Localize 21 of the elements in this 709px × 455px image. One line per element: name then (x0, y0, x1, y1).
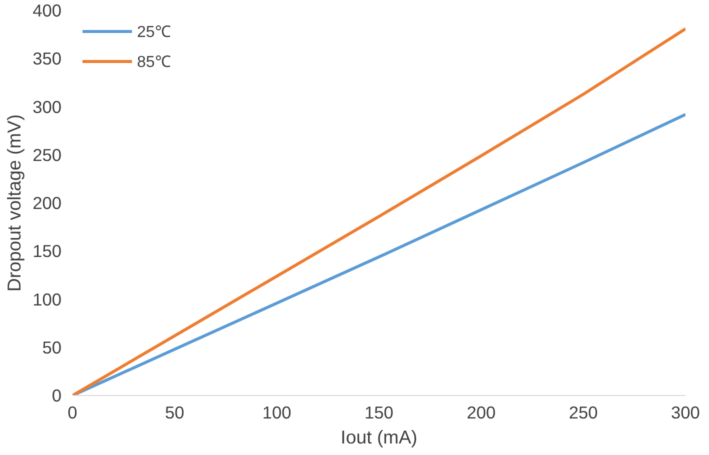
y-tick-label: 350 (32, 48, 62, 69)
x-tick-label: 100 (262, 402, 292, 422)
y-tick-label: 150 (32, 241, 62, 262)
y-axis-title: Dropout voltage (mV) (4, 114, 25, 292)
x-tick-label: 150 (364, 402, 394, 422)
y-tick-label: 100 (32, 289, 62, 310)
legend-label: 25℃ (137, 23, 171, 42)
x-tick-label: 200 (466, 402, 496, 422)
y-tick-label: 250 (32, 144, 62, 165)
y-tick-label: 400 (32, 0, 62, 20)
x-tick-label: 250 (568, 402, 598, 422)
y-tick-label: 300 (32, 96, 62, 117)
y-tick-label: 50 (42, 337, 62, 358)
line-series (72, 27, 686, 396)
x-tick-label: 0 (68, 402, 78, 422)
y-tick-label: 0 (52, 386, 62, 406)
x-axis-title: Iout (mA) (340, 426, 418, 448)
y-tick-label: 200 (32, 193, 62, 213)
x-tick-label: 300 (671, 402, 700, 422)
x-tick-label: 50 (165, 402, 184, 422)
legend-label: 85℃ (137, 53, 171, 72)
